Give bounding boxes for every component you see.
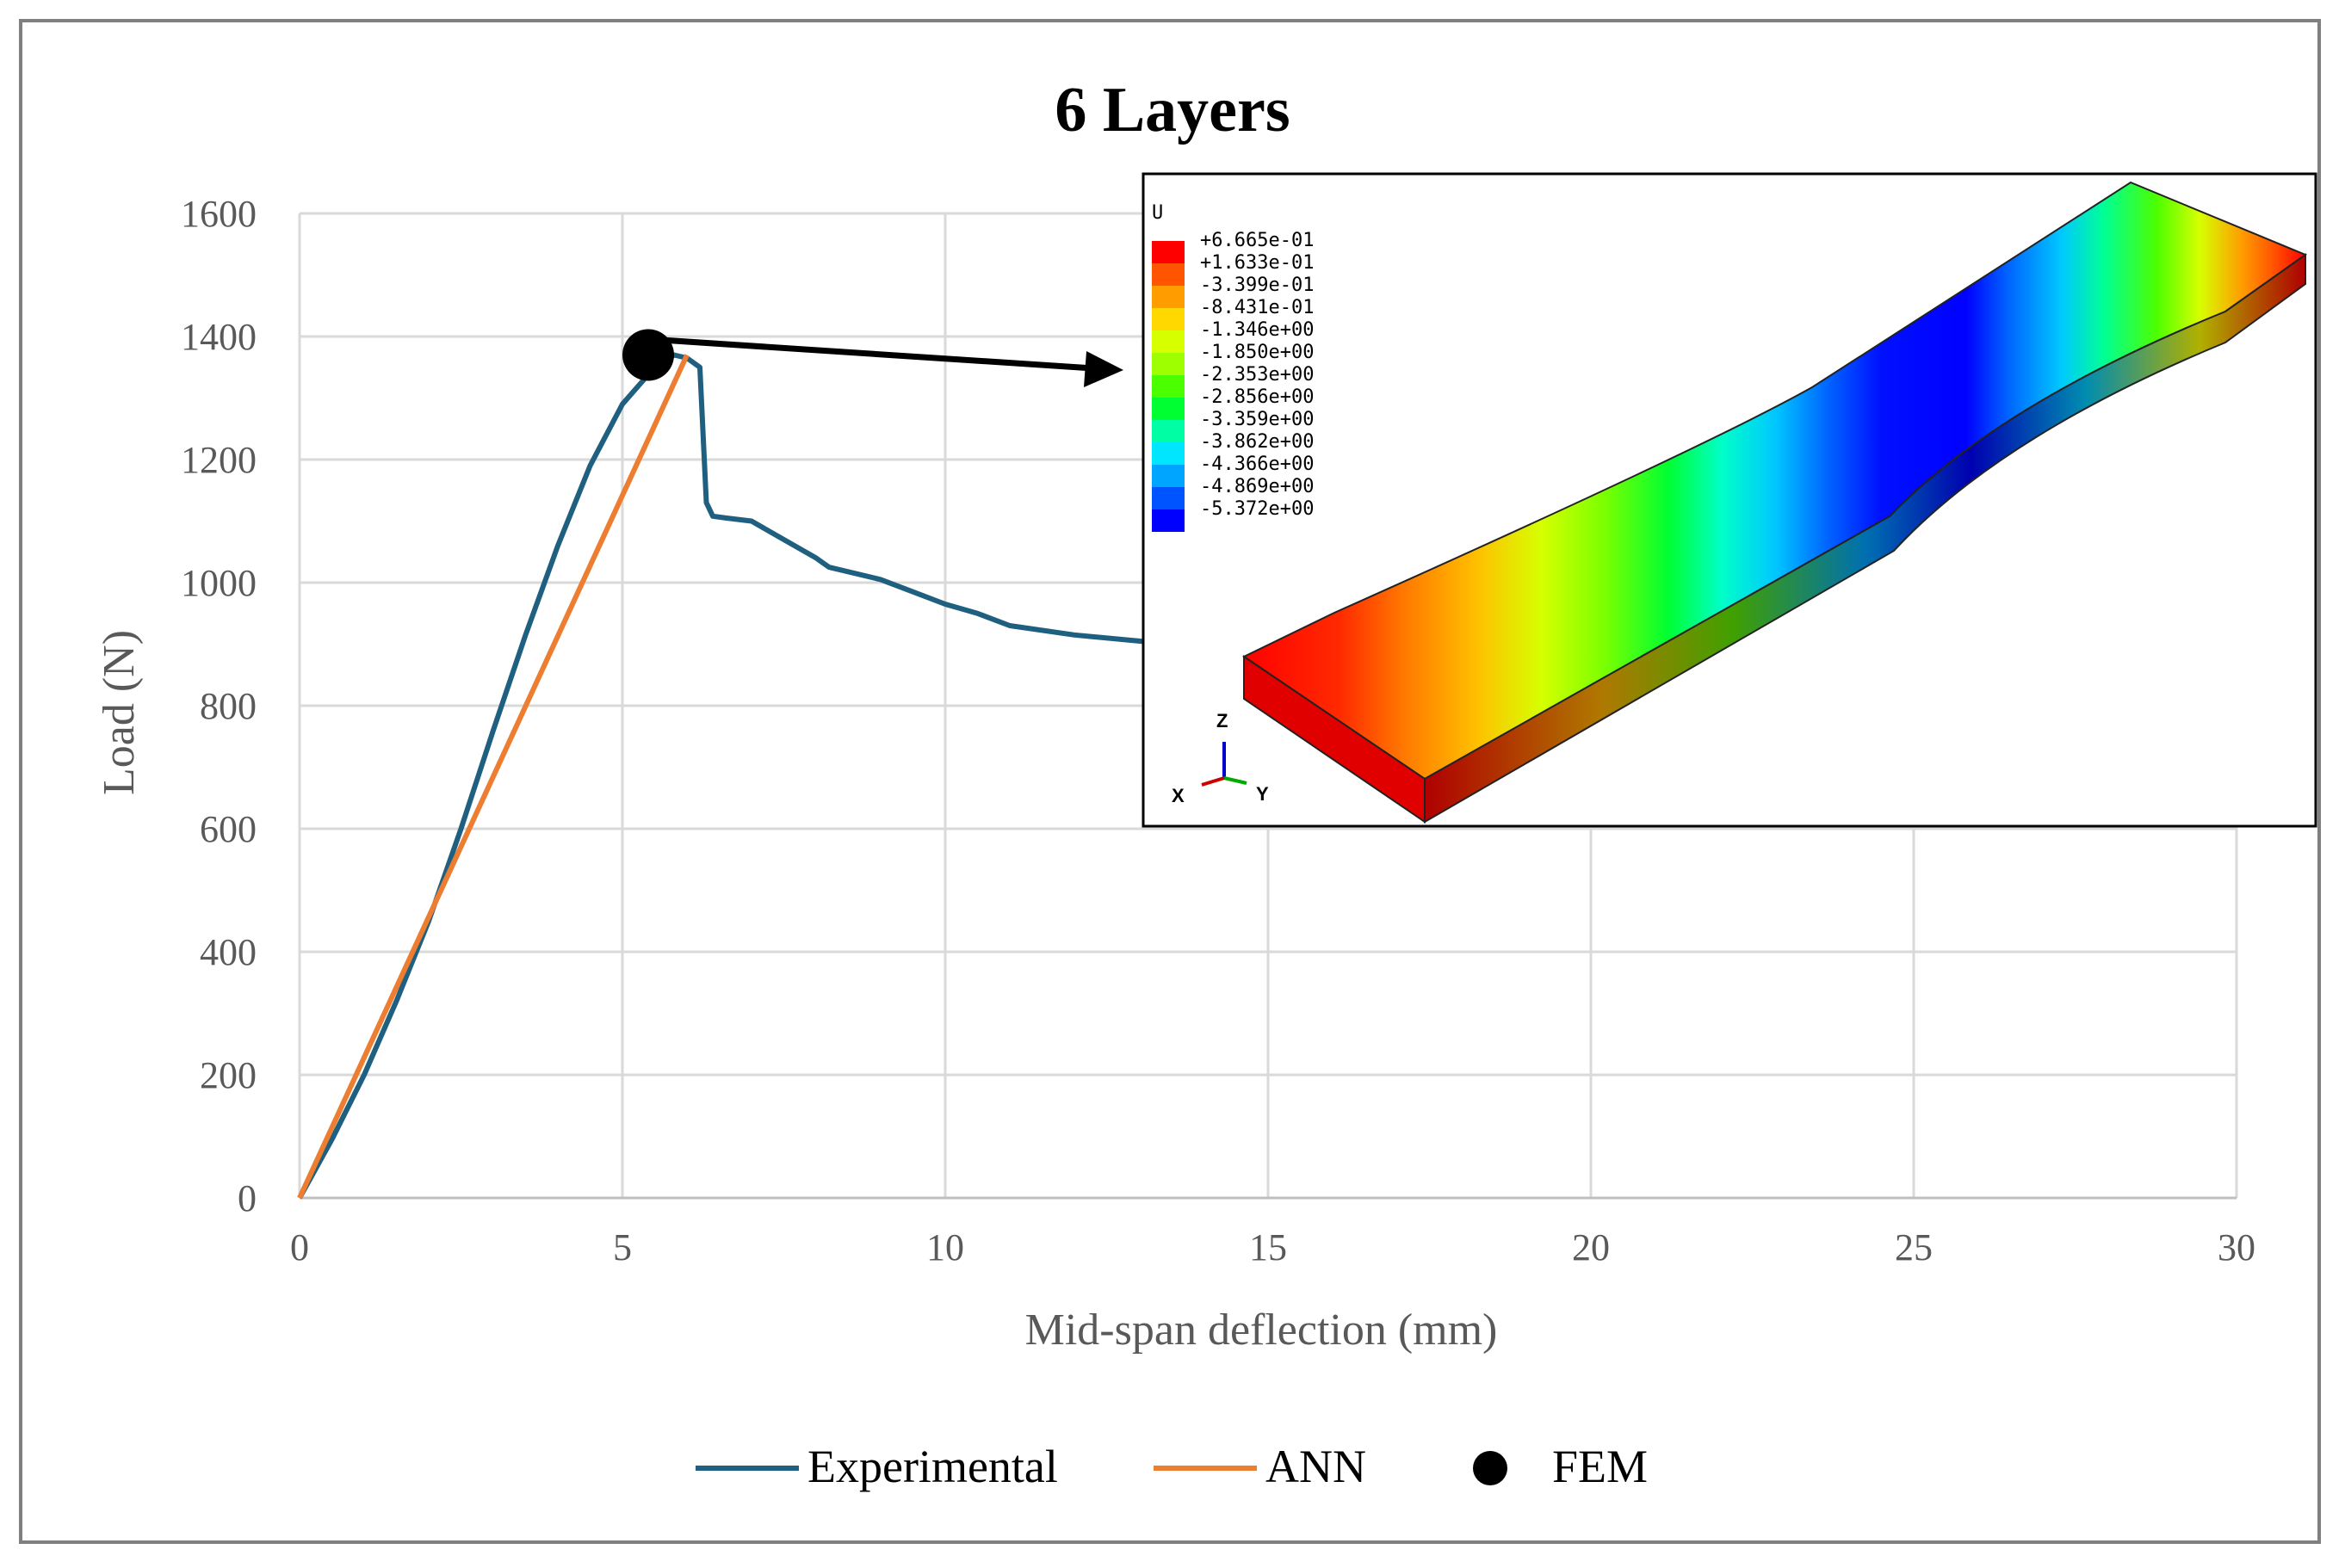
colorbar-label-11: -4.869e+00 [1200, 476, 1314, 497]
x-tick-0: 0 [290, 1226, 309, 1269]
colorbar-label-3: -8.431e-01 [1200, 297, 1314, 318]
y-tick-1000: 1000 [181, 562, 257, 604]
legend-swatch-fem [1473, 1451, 1507, 1485]
y-tick-1400: 1400 [181, 316, 257, 358]
x-tick-20: 20 [1572, 1226, 1610, 1269]
arrow-shaft [647, 336, 1094, 372]
axis-triad: Z Y X [1172, 710, 1269, 806]
colorbar-swatch-8 [1152, 420, 1185, 442]
chart-title: 6 Layers [1055, 75, 1290, 145]
series-line-experimental [297, 352, 1172, 1200]
y-axis-label: Load (N) [95, 630, 144, 795]
y-tick-400: 400 [200, 931, 257, 973]
series-line-ann [297, 354, 690, 1200]
colorbar-swatch-11 [1152, 487, 1185, 509]
beam-end-face [1243, 655, 1426, 824]
y-tick-1200: 1200 [181, 439, 257, 481]
y-tick-1600: 1600 [181, 193, 257, 235]
y-tick-0: 0 [238, 1177, 257, 1219]
y-tick-labels: 0 200 400 600 800 1000 1200 1400 1600 [181, 193, 257, 1219]
colorbar-swatch-12 [1152, 509, 1185, 532]
beam-side-face [1424, 253, 2306, 824]
colorbar-swatch-7 [1152, 398, 1185, 420]
triad-z-label: Z [1216, 710, 1228, 732]
colorbar-label-4: -1.346e+00 [1200, 319, 1314, 341]
y-tick-800: 800 [200, 685, 257, 727]
triad-y-label: Y [1256, 783, 1269, 805]
colorbar-label-8: -3.359e+00 [1200, 409, 1314, 430]
colorbar-label-1: +1.633e-01 [1200, 252, 1314, 274]
x-tick-15: 15 [1249, 1226, 1287, 1269]
x-axis-label: Mid-span deflection (mm) [1025, 1306, 1498, 1355]
colorbar-label-10: -4.366e+00 [1200, 454, 1314, 475]
colorbar-swatch-9 [1152, 442, 1185, 465]
pointer-arrow [647, 336, 1123, 387]
colorbar-label-0: +6.665e-01 [1200, 230, 1314, 251]
x-tick-5: 5 [613, 1226, 632, 1269]
arrow-head [1084, 351, 1123, 387]
colorbar-swatch-2 [1152, 286, 1185, 308]
colorbar-label-6: -2.353e+00 [1200, 364, 1314, 386]
colorbar-label-5: -1.850e+00 [1200, 342, 1314, 363]
fem-inset: U +6.665e-01+1.633e-01-3.399e-01-8.431e-… [1142, 172, 2317, 828]
x-tick-10: 10 [926, 1226, 964, 1269]
colorbar-swatch-4 [1152, 330, 1185, 353]
legend: Experimental ANN FEM [696, 1441, 1648, 1492]
colorbar-swatch-3 [1152, 308, 1185, 330]
inset-colorbar: +6.665e-01+1.633e-01-3.399e-01-8.431e-01… [1152, 230, 1314, 532]
legend-label-ann: ANN [1265, 1441, 1366, 1492]
legend-label-experimental: Experimental [807, 1441, 1058, 1492]
colorbar-swatch-6 [1152, 375, 1185, 398]
colorbar-swatch-1 [1152, 263, 1185, 286]
colorbar-label-2: -3.399e-01 [1200, 275, 1314, 296]
colorbar-swatch-0 [1152, 241, 1185, 263]
colorbar-swatch-10 [1152, 465, 1185, 487]
inset-variable-label: U [1152, 202, 1163, 224]
y-tick-200: 200 [200, 1054, 257, 1096]
colorbar-label-9: -3.862e+00 [1200, 431, 1314, 453]
colorbar-label-7: -2.856e+00 [1200, 386, 1314, 408]
y-tick-600: 600 [200, 808, 257, 850]
colorbar-label-12: -5.372e+00 [1200, 498, 1314, 520]
x-tick-25: 25 [1895, 1226, 1933, 1269]
colorbar-swatch-5 [1152, 353, 1185, 375]
triad-x-label: X [1172, 785, 1185, 806]
x-tick-labels: 0 5 10 15 20 25 30 [290, 1226, 2255, 1269]
legend-label-fem: FEM [1552, 1441, 1648, 1492]
x-tick-30: 30 [2218, 1226, 2255, 1269]
